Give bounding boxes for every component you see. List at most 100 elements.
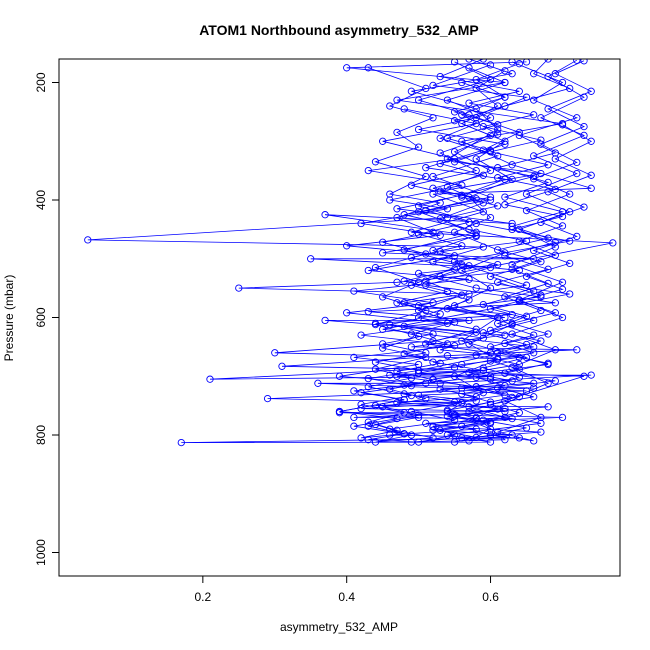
data-point <box>486 166 495 175</box>
data-point <box>393 278 401 286</box>
data-point <box>537 136 545 144</box>
series-profile <box>436 59 595 446</box>
data-point <box>364 383 372 391</box>
data-point <box>558 212 567 221</box>
data-point <box>508 393 516 402</box>
data-point <box>450 342 459 350</box>
data-point <box>393 372 401 380</box>
data-point <box>414 438 423 446</box>
data-point <box>436 149 444 157</box>
data-point <box>414 269 423 278</box>
series-profile <box>84 59 617 447</box>
data-point <box>436 310 444 318</box>
data-point <box>501 404 509 413</box>
data-point <box>400 409 408 417</box>
data-point <box>422 379 430 387</box>
series-line <box>87 59 613 444</box>
data-point <box>508 59 516 66</box>
data-point <box>379 249 387 257</box>
data-point <box>515 87 523 95</box>
data-point <box>357 219 365 228</box>
data-point <box>350 353 358 362</box>
data-point <box>537 291 545 299</box>
data-point <box>580 203 588 211</box>
data-point <box>587 171 595 179</box>
data-point <box>436 159 444 168</box>
data-point <box>551 185 559 194</box>
data-point <box>443 287 452 296</box>
data-point <box>422 250 430 258</box>
data-point <box>422 84 430 93</box>
data-point <box>407 391 416 400</box>
data-point <box>544 403 552 411</box>
data-point <box>450 431 459 439</box>
data-point <box>458 360 466 369</box>
data-point <box>472 414 480 423</box>
data-point <box>450 372 459 380</box>
data-point <box>407 382 416 390</box>
data-point <box>450 438 459 446</box>
data-point <box>558 121 567 129</box>
data-point <box>558 413 567 422</box>
data-point <box>436 385 444 393</box>
data-point <box>537 218 545 226</box>
data-point <box>371 263 380 272</box>
data-point <box>422 277 430 285</box>
data-point <box>479 334 487 342</box>
x-tick-label: 0.2 <box>195 590 212 604</box>
data-point <box>414 391 423 399</box>
data-point <box>450 363 459 372</box>
data-point <box>501 193 509 201</box>
data-point <box>206 375 214 383</box>
data-point <box>458 181 466 189</box>
data-point <box>379 344 387 352</box>
data-point <box>494 121 502 129</box>
data-point <box>450 252 459 260</box>
data-point <box>544 161 552 169</box>
data-point <box>465 437 473 445</box>
data-point <box>407 374 416 382</box>
data-point <box>501 339 509 348</box>
data-point <box>587 137 595 145</box>
y-tick-label: 400 <box>34 190 48 210</box>
data-point <box>515 365 523 373</box>
data-point <box>443 96 452 104</box>
x-axis-label: asymmetry_532_AMP <box>280 620 398 634</box>
data-point <box>436 134 444 142</box>
data-point <box>414 366 423 375</box>
data-point <box>414 278 423 286</box>
data-point <box>357 404 365 413</box>
data-point <box>537 169 545 178</box>
data-point <box>450 412 459 420</box>
data-point <box>472 284 480 292</box>
data-point <box>393 414 401 423</box>
data-point <box>84 236 92 244</box>
data-point <box>443 340 452 348</box>
data-point <box>465 296 473 304</box>
data-point <box>501 391 509 399</box>
data-point <box>458 78 466 87</box>
data-point <box>321 211 329 219</box>
data-point <box>544 59 552 63</box>
data-point <box>422 353 430 362</box>
data-point <box>465 275 473 283</box>
data-point <box>544 330 552 338</box>
data-point <box>544 72 552 81</box>
data-point <box>386 190 394 198</box>
data-point <box>458 260 466 269</box>
data-point <box>465 218 473 226</box>
data-point <box>522 93 531 101</box>
data-point <box>357 331 365 339</box>
data-point <box>566 190 574 198</box>
y-tick-label: 600 <box>34 307 48 327</box>
data-point <box>450 318 459 326</box>
data-point <box>530 343 538 351</box>
data-point <box>537 258 545 266</box>
data-point <box>386 320 394 329</box>
data-point <box>429 434 437 442</box>
data-point <box>407 253 416 262</box>
data-point <box>494 164 502 172</box>
data-point <box>393 426 401 434</box>
data-point <box>537 114 545 122</box>
series-line <box>481 59 586 442</box>
